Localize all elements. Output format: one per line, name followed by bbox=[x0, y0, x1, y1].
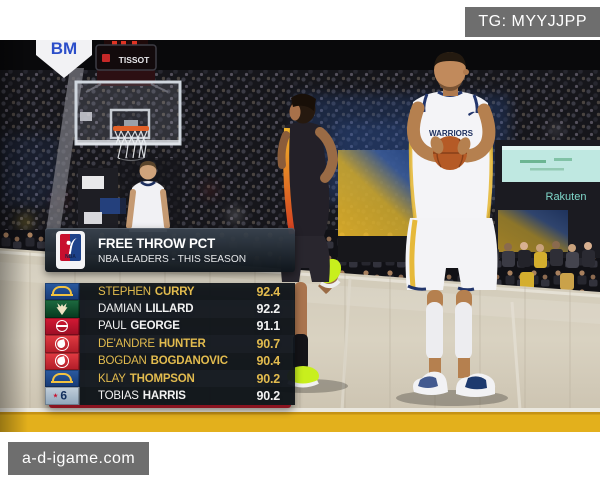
jersey-wordmark: WARRIORS bbox=[429, 129, 474, 138]
stats-panel: NBA FREE THROW PCT NBA LEADERS - THIS SE… bbox=[45, 228, 295, 408]
panel-subtitle: NBA LEADERS - THIS SEASON bbox=[98, 253, 247, 265]
panel-bottom-strip bbox=[49, 404, 291, 408]
bm-logo: BM bbox=[36, 40, 92, 78]
stat-value: 91.1 bbox=[256, 319, 280, 334]
player-name: TOBIAS HARRIS bbox=[98, 390, 186, 403]
yellow-apron bbox=[0, 412, 600, 432]
leader-row: PAUL GEORGE 91.1 bbox=[45, 317, 295, 336]
led-ad-board bbox=[502, 146, 600, 182]
backboard bbox=[74, 80, 182, 146]
player-name: KLAY THOMPSON bbox=[98, 372, 195, 385]
arena-scene: Rakuten bbox=[0, 40, 600, 432]
player-name: DAMIAN LILLARD bbox=[98, 303, 194, 316]
stat-value: 90.7 bbox=[256, 336, 280, 351]
rim bbox=[113, 126, 149, 131]
leader-row: DE'ANDRE HUNTER 90.7 bbox=[45, 335, 295, 353]
right-side-boards: Rakuten bbox=[495, 140, 600, 258]
basketball-hoop: TISSOT bbox=[74, 40, 182, 162]
team-logo-icon bbox=[45, 335, 80, 353]
watermark-telegram: TG: MYYJJPP bbox=[465, 7, 600, 37]
watermark-site: a-d-igame.com bbox=[8, 442, 150, 475]
team-logo-icon bbox=[45, 387, 80, 405]
rakuten-ad-text: Rakuten bbox=[546, 191, 587, 203]
panel-title: FREE THROW PCT bbox=[98, 235, 216, 251]
stat-value: 90.4 bbox=[256, 354, 280, 369]
leaders-table: STEPHEN CURRY 92.4 DAMIAN LILLARD 92.2 PAU… bbox=[45, 283, 295, 405]
stat-value: 92.2 bbox=[256, 302, 280, 317]
leader-row: DAMIAN LILLARD 92.2 bbox=[45, 300, 295, 318]
team-logo-icon bbox=[45, 300, 80, 318]
team-logo-icon bbox=[45, 369, 80, 388]
player-curry: WARRIORS bbox=[405, 52, 498, 397]
player-name: PAUL GEORGE bbox=[98, 320, 180, 333]
nba-logo-icon: NBA bbox=[56, 231, 85, 269]
video-frame[interactable]: Rakuten bbox=[0, 40, 600, 432]
stat-value: 90.2 bbox=[256, 389, 280, 404]
lane-line-left bbox=[340, 277, 352, 411]
leader-row: STEPHEN CURRY 92.4 bbox=[45, 283, 295, 301]
player-name: DE'ANDRE HUNTER bbox=[98, 337, 206, 350]
stat-value: 90.2 bbox=[256, 371, 280, 386]
stat-value: 92.4 bbox=[256, 284, 280, 299]
team-logo-icon bbox=[45, 283, 80, 301]
player-background-shooter bbox=[120, 158, 182, 234]
stats-panel-header: NBA FREE THROW PCT NBA LEADERS - THIS SE… bbox=[45, 228, 295, 272]
nba-logo-text: NBA bbox=[65, 254, 76, 260]
player-name: BOGDAN BOGDANOVIC bbox=[98, 355, 228, 368]
lane-line-right bbox=[510, 301, 522, 411]
team-logo-icon bbox=[45, 317, 80, 336]
leader-row: KLAY THOMPSON 90.2 bbox=[45, 369, 295, 388]
player-hawks bbox=[277, 93, 342, 388]
bm-logo-text: BM bbox=[51, 40, 77, 58]
team-logo-icon bbox=[45, 352, 80, 370]
player-name: STEPHEN CURRY bbox=[98, 285, 195, 298]
leader-row: BOGDAN BOGDANOVIC 90.4 bbox=[45, 352, 295, 370]
arena-stairs bbox=[44, 68, 84, 245]
shot-clock: TISSOT bbox=[95, 40, 157, 71]
tissot-brand-text: TISSOT bbox=[119, 55, 151, 65]
